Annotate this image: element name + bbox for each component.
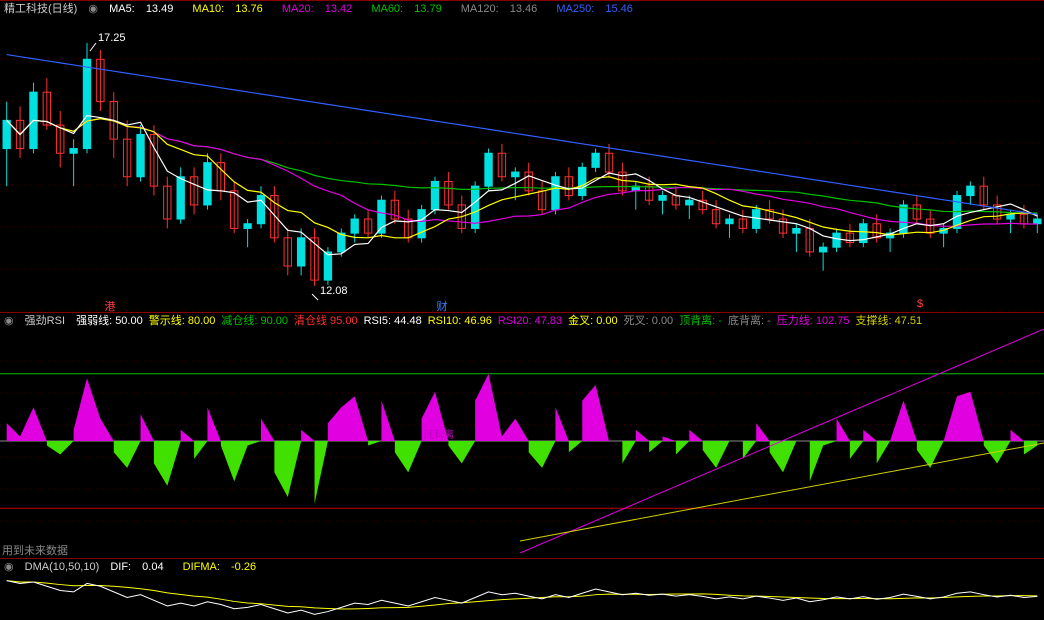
- ma120-item: MA120: 13.46: [461, 3, 546, 15]
- future-data-note: 用到未来数据: [2, 542, 68, 558]
- price-label: 17.25: [98, 32, 126, 44]
- rsi-header-item: 底背离: -: [728, 315, 771, 327]
- bottom-marker: 财: [437, 298, 448, 314]
- ma5-item: MA5: 13.49: [109, 3, 181, 15]
- circle-icon: ◉: [4, 315, 14, 327]
- rsi-chart-area[interactable]: [0, 329, 1044, 553]
- bottom-marker: 港: [105, 298, 116, 314]
- ma250-item: MA250: 15.46: [556, 3, 641, 15]
- dif-item: DIF: 0.04: [110, 561, 171, 573]
- rsi-header-item: RSI20: 47.83: [498, 315, 562, 327]
- rsi-header-item: 警示线: 80.00: [149, 315, 216, 327]
- rsi-divergence-label: 底背离: [424, 426, 454, 441]
- main-chart-area[interactable]: [0, 17, 1044, 313]
- rsi-header-item: 死叉: 0.00: [624, 315, 674, 327]
- dma-panel[interactable]: ◉ DMA(10,50,10) DIF: 0.04 DIFMA: -0.26: [0, 558, 1044, 619]
- dma-chart-area[interactable]: [0, 575, 1044, 620]
- circle-icon: ◉: [88, 3, 98, 15]
- rsi-header-item: RSI5: 44.48: [364, 315, 422, 327]
- rsi-header-item: 减仓线: 90.00: [221, 315, 288, 327]
- rsi-header-item: 清仓线 95.00: [294, 315, 358, 327]
- dma-svg: [0, 575, 1044, 620]
- stock-title: 精工科技(日线): [4, 3, 77, 15]
- candlestick-svg: [0, 17, 1044, 313]
- dma-header: ◉ DMA(10,50,10) DIF: 0.04 DIFMA: -0.26: [0, 559, 1044, 575]
- ma60-item: MA60: 13.79: [371, 3, 449, 15]
- rsi-header-item: 顶背离: -: [679, 315, 722, 327]
- circle-icon: ◉: [4, 561, 14, 573]
- rsi-svg: [0, 329, 1044, 553]
- main-header: 精工科技(日线) ◉ MA5: 13.49 MA10: 13.76 MA20: …: [0, 1, 1044, 17]
- ma20-item: MA20: 13.42: [282, 3, 360, 15]
- rsi-header-item: RSI10: 46.96: [428, 315, 492, 327]
- rsi-panel[interactable]: ◉ 强劲RSI 强弱线: 50.00 警示线: 80.00 减仓线: 90.00 清仓…: [0, 312, 1044, 552]
- bottom-marker: $: [917, 298, 923, 310]
- rsi-header-item: 支撑线: 47.51: [856, 315, 923, 327]
- price-label: 12.08: [320, 285, 348, 297]
- rsi-header-item: 金叉: 0.00: [568, 315, 618, 327]
- rsi-header-item: 强弱线: 50.00: [76, 315, 143, 327]
- dma-title: DMA(10,50,10): [25, 561, 100, 573]
- rsi-title: 强劲RSI: [25, 315, 65, 327]
- main-price-panel[interactable]: 精工科技(日线) ◉ MA5: 13.49 MA10: 13.76 MA20: …: [0, 0, 1044, 312]
- difma-item: DIFMA: -0.26: [183, 561, 264, 573]
- rsi-header-item: 压力线: 102.75: [777, 315, 850, 327]
- ma10-item: MA10: 13.76: [192, 3, 270, 15]
- rsi-header: ◉ 强劲RSI 强弱线: 50.00 警示线: 80.00 减仓线: 90.00 清仓…: [0, 313, 1044, 329]
